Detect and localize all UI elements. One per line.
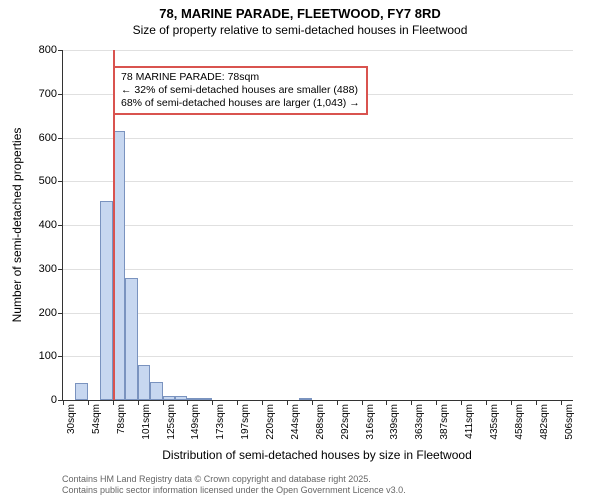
footer-line2: Contains public sector information licen…	[62, 485, 406, 496]
chart-subtitle: Size of property relative to semi-detach…	[0, 23, 600, 41]
annotation-line2: ← 32% of semi-detached houses are smalle…	[121, 84, 360, 97]
x-axis-label: Distribution of semi-detached houses by …	[62, 448, 572, 462]
histogram-bar	[75, 383, 87, 401]
x-tick-label: 220sqm	[265, 404, 276, 440]
annotation-line3: 68% of semi-detached houses are larger (…	[121, 97, 360, 110]
chart-title: 78, MARINE PARADE, FLEETWOOD, FY7 8RD	[0, 0, 600, 23]
histogram-bar	[138, 365, 150, 400]
histogram-bar	[299, 398, 311, 400]
histogram-bar	[100, 201, 112, 400]
x-tick-label: 30sqm	[66, 404, 77, 434]
x-tick-label: 149sqm	[190, 404, 201, 440]
y-axis-label: Number of semi-detached properties	[10, 128, 24, 323]
x-tick-label: 363sqm	[414, 404, 425, 440]
x-tick-label: 197sqm	[240, 404, 251, 440]
histogram-bar	[125, 278, 137, 401]
x-tick-label: 125sqm	[166, 404, 177, 440]
x-tick-label: 458sqm	[514, 404, 525, 440]
x-tick-label: 292sqm	[340, 404, 351, 440]
x-tick-label: 387sqm	[439, 404, 450, 440]
x-tick-label: 316sqm	[365, 404, 376, 440]
y-tick-label: 800	[39, 44, 57, 56]
y-tick-label: 300	[39, 263, 57, 275]
x-tick-label: 244sqm	[290, 404, 301, 440]
annotation-box: 78 MARINE PARADE: 78sqm ← 32% of semi-de…	[113, 66, 368, 115]
histogram-bar	[163, 396, 175, 400]
chart-container: 78, MARINE PARADE, FLEETWOOD, FY7 8RD Si…	[0, 0, 600, 500]
y-tick-label: 200	[39, 307, 57, 319]
y-tick-label: 600	[39, 132, 57, 144]
y-tick-label: 700	[39, 88, 57, 100]
x-tick-label: 101sqm	[141, 404, 152, 440]
x-tick-label: 435sqm	[489, 404, 500, 440]
footer-attribution: Contains HM Land Registry data © Crown c…	[62, 474, 406, 496]
x-tick-label: 268sqm	[315, 404, 326, 440]
x-tick-label: 411sqm	[464, 404, 475, 439]
y-tick-label: 0	[51, 394, 57, 406]
x-tick-label: 54sqm	[91, 404, 102, 434]
histogram-bar	[175, 396, 187, 400]
plot-area: 78 MARINE PARADE: 78sqm ← 32% of semi-de…	[62, 50, 573, 401]
x-tick-label: 78sqm	[116, 404, 127, 434]
x-tick-label: 173sqm	[215, 404, 226, 440]
histogram-bar	[200, 398, 212, 400]
y-tick-label: 500	[39, 175, 57, 187]
y-tick-label: 100	[39, 350, 57, 362]
histogram-bar	[187, 398, 199, 400]
histogram-bar	[150, 382, 162, 400]
y-tick-label: 400	[39, 219, 57, 231]
annotation-line1: 78 MARINE PARADE: 78sqm	[121, 71, 360, 84]
x-tick-label: 339sqm	[389, 404, 400, 440]
x-tick-label: 506sqm	[564, 404, 575, 440]
footer-line1: Contains HM Land Registry data © Crown c…	[62, 474, 406, 485]
x-tick-label: 482sqm	[539, 404, 550, 440]
